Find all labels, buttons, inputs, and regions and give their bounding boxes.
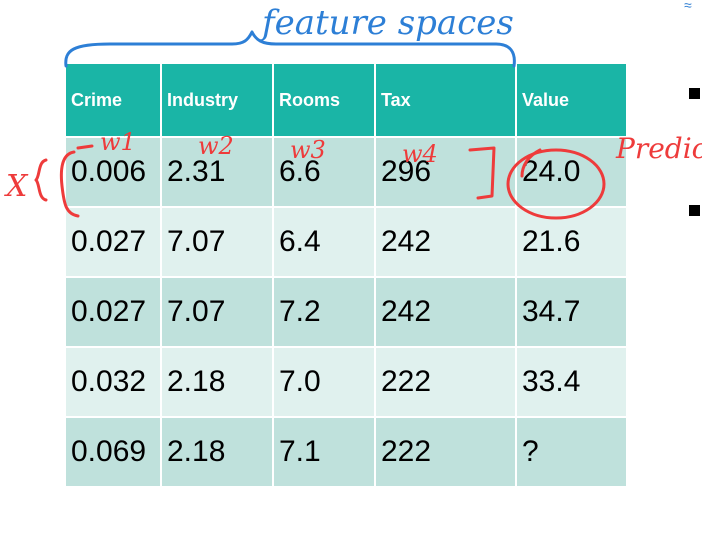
x-brace (34, 158, 48, 202)
table-cell: 222 (374, 346, 517, 418)
x-annotation: X (4, 169, 29, 204)
housing-data-table: Crime Industry Rooms Tax Value 0.006 2.3… (64, 62, 628, 488)
column-header-value: Value (515, 62, 628, 138)
predict-annotation: Predic (615, 132, 702, 165)
column-header-rooms: Rooms (272, 62, 376, 138)
column-header-crime: Crime (64, 62, 162, 138)
table-cell: 222 (374, 416, 517, 488)
table-cell: 6.6 (272, 136, 376, 208)
table-cell: 6.4 (272, 206, 376, 278)
table-cell: 2.18 (160, 416, 274, 488)
partial-handwriting-mark: ≈ (684, 0, 692, 10)
table-cell: 0.069 (64, 416, 162, 488)
table-row: 0.069 2.18 7.1 222 ? (64, 416, 628, 488)
column-header-industry: Industry (160, 62, 274, 138)
table-cell: 7.07 (160, 206, 274, 278)
table-cell: 0.006 (64, 136, 162, 208)
table-row: 0.027 7.07 6.4 242 21.6 (64, 206, 628, 278)
column-header-tax: Tax (374, 62, 517, 138)
table-cell: 0.027 (64, 276, 162, 348)
feature-spaces-annotation: feature spaces (259, 3, 514, 43)
table-cell: 34.7 (515, 276, 628, 348)
bullet-marker (689, 205, 700, 216)
table-cell: 21.6 (515, 206, 628, 278)
table-cell: 296 (374, 136, 517, 208)
table-cell: 7.2 (272, 276, 376, 348)
table-cell: ? (515, 416, 628, 488)
table-cell: 242 (374, 206, 517, 278)
table-cell: 7.0 (272, 346, 376, 418)
feature-brace (64, 30, 516, 68)
table-row: 0.032 2.18 7.0 222 33.4 (64, 346, 628, 418)
table-cell: 2.31 (160, 136, 274, 208)
bullet-marker (689, 88, 700, 99)
table-cell: 242 (374, 276, 517, 348)
table-cell: 7.1 (272, 416, 376, 488)
table-cell: 2.18 (160, 346, 274, 418)
table-cell: 0.032 (64, 346, 162, 418)
table-header-row: Crime Industry Rooms Tax Value (64, 62, 628, 138)
table-cell: 7.07 (160, 276, 274, 348)
table-cell: 0.027 (64, 206, 162, 278)
table-row: 0.027 7.07 7.2 242 34.7 (64, 276, 628, 348)
table-cell: 24.0 (515, 136, 628, 208)
table-row: 0.006 2.31 6.6 296 24.0 (64, 136, 628, 208)
table-cell: 33.4 (515, 346, 628, 418)
